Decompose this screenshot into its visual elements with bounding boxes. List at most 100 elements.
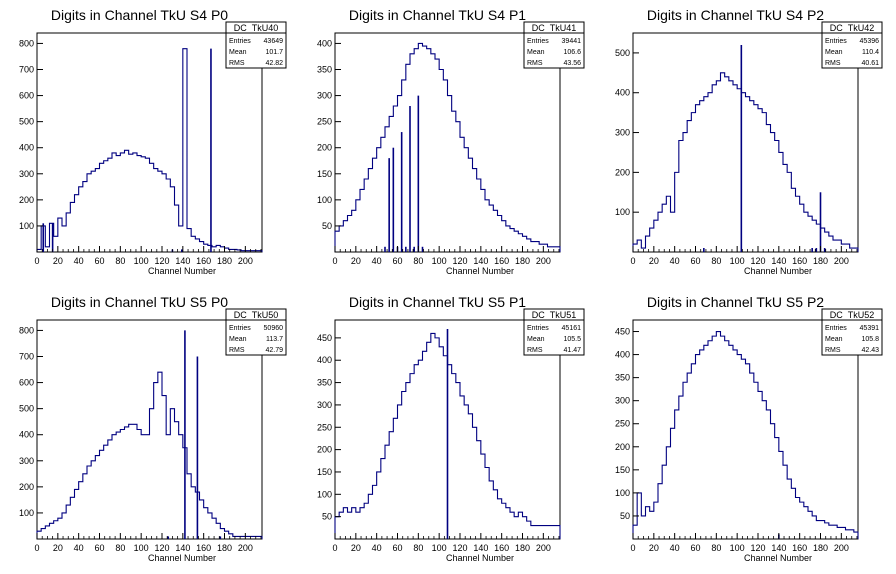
plot-frame <box>36 319 263 540</box>
x-tick-label: 60 <box>392 543 402 553</box>
y-tick-label: 600 <box>19 378 34 388</box>
x-tick-label: 200 <box>536 256 551 266</box>
stats-box <box>225 21 287 69</box>
y-tick-label: 100 <box>615 207 630 217</box>
histogram-panel: Digits in Channel TkU S4 P1 0 20 40 60 80 100 1… <box>317 7 585 276</box>
histogram-panel: Digits in Channel TkU S5 P0 0 20 40 60 80 100 1… <box>19 294 287 563</box>
y-tick-label: 100 <box>317 195 332 205</box>
stats-label: Entries <box>229 325 251 332</box>
x-tick-label: 60 <box>94 256 104 266</box>
x-tick-label: 100 <box>730 256 745 266</box>
stats-label: Mean <box>825 336 843 343</box>
x-tick-label: 200 <box>238 543 253 553</box>
stats-label: Entries <box>825 38 847 45</box>
x-tick-label: 60 <box>392 256 402 266</box>
x-tick-label: 40 <box>74 543 84 553</box>
plot-frame <box>632 32 859 253</box>
x-tick-label: 20 <box>351 543 361 553</box>
y-tick-label: 600 <box>19 91 34 101</box>
x-tick-label: 120 <box>452 543 467 553</box>
chart-title: Digits in Channel TkU S5 P1 <box>349 294 526 310</box>
plot-frame <box>632 319 859 540</box>
histogram-line <box>632 72 859 252</box>
histogram-line <box>334 42 561 252</box>
plot-frame <box>334 32 561 253</box>
stats-box <box>523 21 585 69</box>
x-tick-label: 80 <box>711 256 721 266</box>
x-axis-title: Channel Number <box>744 553 812 563</box>
y-tick-label: 200 <box>317 445 332 455</box>
histogram-panel: Digits in Channel TkU S4 P2 0 20 40 60 80 100 1… <box>615 7 883 276</box>
x-tick-label: 80 <box>711 543 721 553</box>
x-tick-label: 20 <box>53 256 63 266</box>
stats-value: 45396 <box>860 38 880 45</box>
x-tick-label: 100 <box>134 256 149 266</box>
y-tick-label: 100 <box>615 488 630 498</box>
x-tick-label: 120 <box>452 256 467 266</box>
x-axis-title: Channel Number <box>446 266 514 276</box>
x-tick-label: 160 <box>196 543 211 553</box>
stats-name: DC_TkU42 <box>830 23 875 33</box>
stats-name: DC_TkU50 <box>234 310 279 320</box>
x-tick-label: 180 <box>217 543 232 553</box>
stats-label: RMS <box>229 347 245 354</box>
stats-value: 42.79 <box>265 347 283 354</box>
x-tick-label: 100 <box>432 543 447 553</box>
x-tick-label: 160 <box>196 256 211 266</box>
stats-value: 45161 <box>562 325 582 332</box>
x-tick-label: 140 <box>771 256 786 266</box>
histogram-panel: Digits in Channel TkU S5 P2 0 20 40 60 80 100 1… <box>615 294 883 563</box>
y-tick-label: 50 <box>620 511 630 521</box>
stats-value: 39441 <box>562 38 582 45</box>
y-tick-label: 800 <box>19 325 34 335</box>
x-tick-label: 40 <box>670 543 680 553</box>
x-tick-label: 100 <box>432 256 447 266</box>
stats-label: Entries <box>527 325 549 332</box>
x-tick-label: 20 <box>649 256 659 266</box>
histogram-panel: Digits in Channel TkU S4 P0 0 20 40 60 80 100 1… <box>19 7 287 276</box>
y-tick-label: 300 <box>317 400 332 410</box>
stats-label: Entries <box>825 325 847 332</box>
x-tick-label: 40 <box>74 256 84 266</box>
stats-value: 42.82 <box>265 60 283 67</box>
y-tick-label: 400 <box>19 430 34 440</box>
x-tick-label: 0 <box>34 543 39 553</box>
y-tick-label: 200 <box>317 143 332 153</box>
x-tick-label: 120 <box>750 256 765 266</box>
y-tick-label: 350 <box>317 65 332 75</box>
y-tick-label: 450 <box>317 333 332 343</box>
y-tick-label: 150 <box>615 465 630 475</box>
x-tick-label: 0 <box>630 543 635 553</box>
stats-value: 43649 <box>264 38 284 45</box>
stats-value: 101.7 <box>265 49 283 56</box>
stats-label: Mean <box>527 336 545 343</box>
histogram-line <box>36 48 263 252</box>
x-tick-label: 120 <box>750 543 765 553</box>
x-tick-label: 40 <box>372 256 382 266</box>
stats-label: Mean <box>825 49 843 56</box>
x-tick-label: 20 <box>351 256 361 266</box>
x-tick-label: 200 <box>536 543 551 553</box>
stats-label: RMS <box>825 347 841 354</box>
x-tick-label: 60 <box>94 543 104 553</box>
x-tick-label: 180 <box>813 256 828 266</box>
x-tick-label: 160 <box>494 543 509 553</box>
stats-value: 45391 <box>860 325 880 332</box>
stats-box <box>821 308 883 356</box>
y-tick-label: 700 <box>19 352 34 362</box>
x-tick-label: 160 <box>494 256 509 266</box>
y-tick-label: 350 <box>615 373 630 383</box>
y-tick-label: 400 <box>19 143 34 153</box>
stats-label: Mean <box>229 336 247 343</box>
stats-name: DC_TkU51 <box>532 310 577 320</box>
plot-frame <box>36 32 263 253</box>
x-tick-label: 140 <box>473 256 488 266</box>
x-tick-label: 80 <box>115 256 125 266</box>
x-tick-label: 200 <box>238 256 253 266</box>
chart-title: Digits in Channel TkU S4 P2 <box>647 7 824 23</box>
chart-title: Digits in Channel TkU S4 P1 <box>349 7 526 23</box>
x-tick-label: 180 <box>813 543 828 553</box>
stats-value: 110.4 <box>862 49 879 56</box>
x-tick-label: 160 <box>792 256 807 266</box>
y-tick-label: 200 <box>615 442 630 452</box>
